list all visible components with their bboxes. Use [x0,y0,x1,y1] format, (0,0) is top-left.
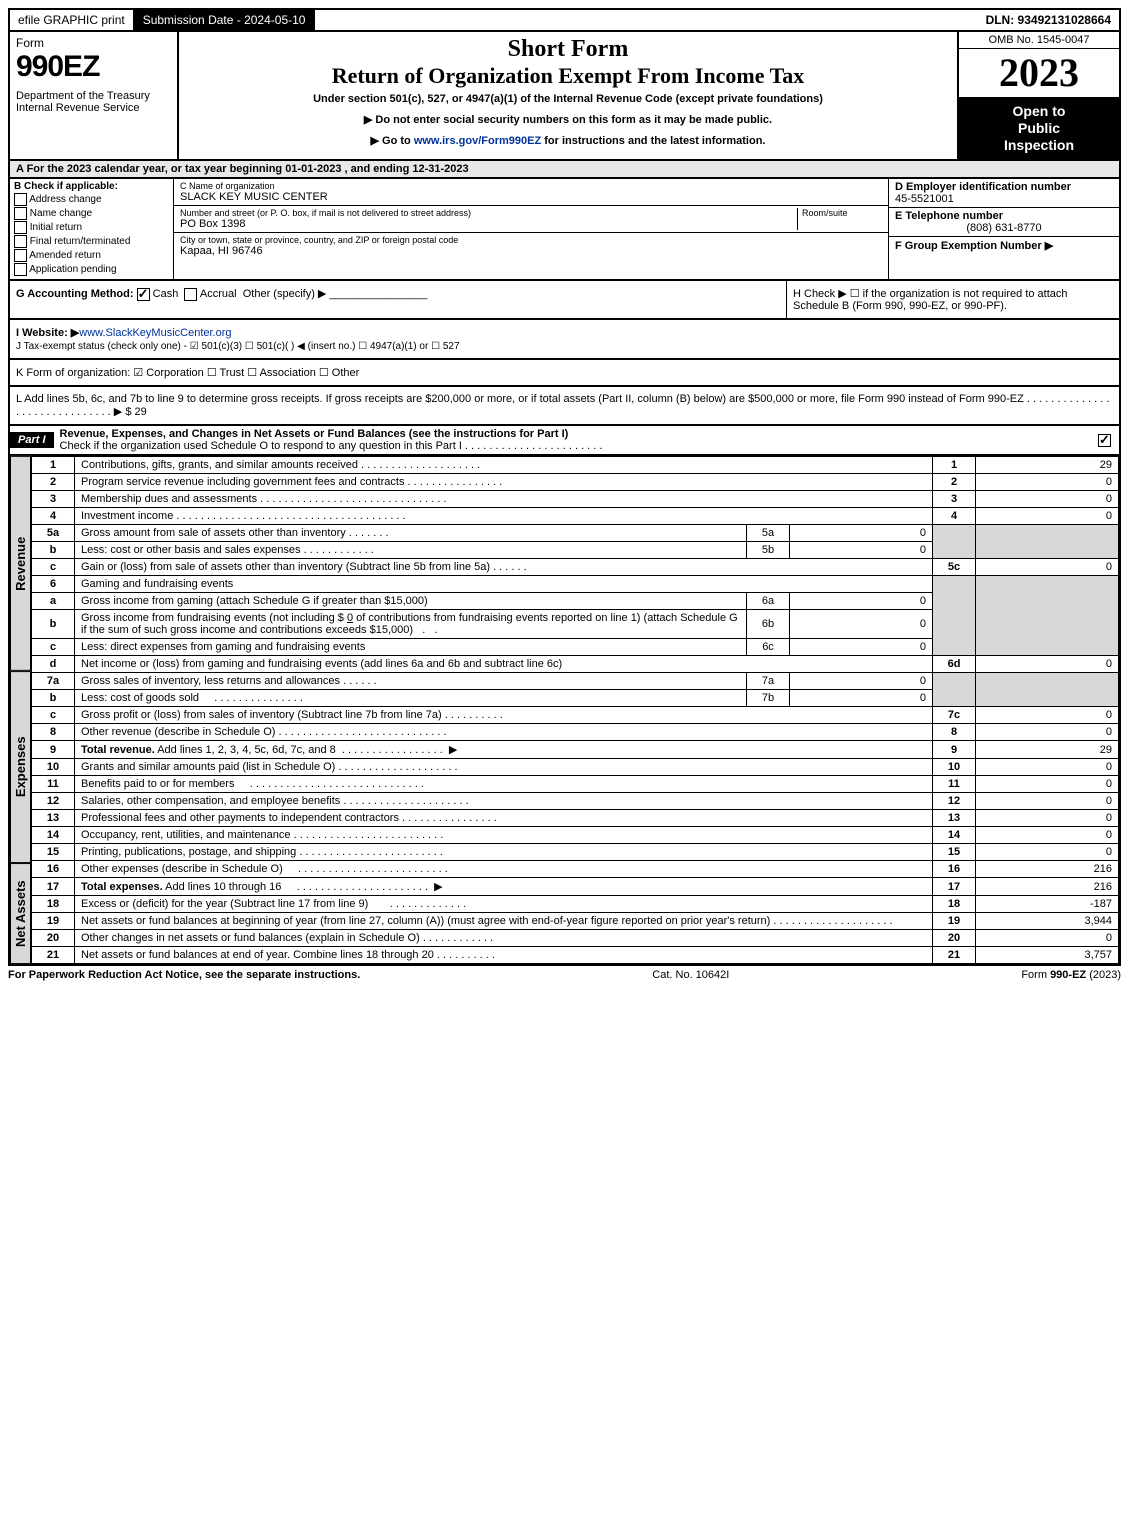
website-link[interactable]: www.SlackKeyMusicCenter.org [79,327,231,339]
title-return: Return of Organization Exempt From Incom… [183,63,953,89]
section-j: J Tax-exempt status (check only one) - ☑… [16,341,1113,352]
part-1-label: Part I [10,432,54,448]
warning-text: ▶ Do not enter social security numbers o… [183,113,953,126]
ein-label: D Employer identification number [895,181,1071,193]
city-label: City or town, state or province, country… [180,235,882,245]
section-k-row: K Form of organization: ☑ Corporation ☐ … [8,360,1121,387]
line-5a: 5aGross amount from sale of assets other… [32,525,1119,542]
line-2: 2Program service revenue including gover… [32,474,1119,491]
section-c: C Name of organization SLACK KEY MUSIC C… [174,179,889,279]
line-10: 10Grants and similar amounts paid (list … [32,759,1119,776]
dln-label: DLN: 93492131028664 [978,10,1119,30]
efile-label[interactable]: efile GRAPHIC print [10,10,135,30]
line-5c: cGain or (loss) from sale of assets othe… [32,559,1119,576]
form-number: 990EZ [16,50,171,84]
line-19: 19Net assets or fund balances at beginni… [32,913,1119,930]
part-1-schedule-o-check[interactable] [1098,434,1111,447]
check-accrual[interactable] [184,288,197,301]
room-suite-label: Room/suite [802,208,882,218]
title-short-form: Short Form [183,36,953,63]
address-value: PO Box 1398 [180,218,797,230]
section-l: L Add lines 5b, 6c, and 7b to line 9 to … [16,393,1113,418]
line-13: 13Professional fees and other payments t… [32,810,1119,827]
footer-left: For Paperwork Reduction Act Notice, see … [8,969,360,981]
check-final-return[interactable]: Final return/terminated [14,235,169,248]
expenses-label: Expenses [10,671,31,863]
line-3: 3Membership dues and assessments . . . .… [32,491,1119,508]
line-17: 17Total expenses. Add lines 10 through 1… [32,878,1119,896]
city-value: Kapaa, HI 96746 [180,245,882,257]
part-1-header-row: Part I Revenue, Expenses, and Changes in… [8,426,1121,456]
section-a-tax-year: A For the 2023 calendar year, or tax yea… [8,161,1121,179]
page-footer: For Paperwork Reduction Act Notice, see … [8,966,1121,984]
footer-right: Form 990-EZ (2023) [1021,969,1121,981]
check-address-change[interactable]: Address change [14,193,169,206]
org-name-value: SLACK KEY MUSIC CENTER [180,191,882,203]
dept-irs: Internal Revenue Service [16,102,171,114]
header-right: OMB No. 1545-0047 2023 Open to Public In… [959,32,1119,159]
line-15: 15Printing, publications, postage, and s… [32,844,1119,861]
address-label: Number and street (or P. O. box, if mail… [180,208,797,218]
revenue-label: Revenue [10,456,31,671]
omb-number: OMB No. 1545-0047 [959,32,1119,49]
line-7a: 7aGross sales of inventory, less returns… [32,673,1119,690]
form-label: Form [16,36,171,50]
inspection-badge: Open to Public Inspection [959,97,1119,159]
tax-year: 2023 [959,49,1119,97]
line-6d: dNet income or (loss) from gaming and fu… [32,656,1119,673]
line-12: 12Salaries, other compensation, and empl… [32,793,1119,810]
line-14: 14Occupancy, rent, utilities, and mainte… [32,827,1119,844]
check-cash[interactable] [137,288,150,301]
line-7c: cGross profit or (loss) from sales of in… [32,707,1119,724]
section-ijkl: I Website: ▶www.SlackKeyMusicCenter.org … [8,320,1121,360]
section-h: H Check ▶ ☐ if the organization is not r… [787,281,1119,318]
line-21: 21Net assets or fund balances at end of … [32,947,1119,964]
section-l-row: L Add lines 5b, 6c, and 7b to line 9 to … [8,387,1121,426]
line-20: 20Other changes in net assets or fund ba… [32,930,1119,947]
section-k: K Form of organization: ☑ Corporation ☐ … [16,366,1113,379]
line-8: 8Other revenue (describe in Schedule O) … [32,724,1119,741]
part-1-table: 1Contributions, gifts, grants, and simil… [31,456,1119,964]
top-bar: efile GRAPHIC print Submission Date - 20… [8,8,1121,32]
ein-value: 45-5521001 [895,193,954,205]
line-16: 16Other expenses (describe in Schedule O… [32,861,1119,878]
net-assets-label: Net Assets [10,863,31,964]
submission-date: Submission Date - 2024-05-10 [135,10,316,30]
footer-center: Cat. No. 10642I [652,969,729,981]
line-4: 4Investment income . . . . . . . . . . .… [32,508,1119,525]
dept-treasury: Department of the Treasury [16,90,171,102]
line-9: 9Total revenue. Add lines 1, 2, 3, 4, 5c… [32,741,1119,759]
group-exemption-label: F Group Exemption Number ▶ [895,240,1053,252]
section-b-label: B Check if applicable: [14,181,118,192]
header-left: Form 990EZ Department of the Treasury In… [10,32,179,159]
telephone-label: E Telephone number [895,210,1003,222]
section-def: D Employer identification number 45-5521… [889,179,1119,279]
check-application-pending[interactable]: Application pending [14,263,169,276]
header-center: Short Form Return of Organization Exempt… [179,32,959,159]
part-1-check: Check if the organization used Schedule … [60,440,462,452]
irs-link[interactable]: www.irs.gov/Form990EZ [414,135,541,147]
line-11: 11Benefits paid to or for members . . . … [32,776,1119,793]
telephone-value: (808) 631-8770 [895,222,1113,234]
part-1-title: Revenue, Expenses, and Changes in Net As… [60,428,569,440]
form-header: Form 990EZ Department of the Treasury In… [8,32,1121,161]
subtitle: Under section 501(c), 527, or 4947(a)(1)… [183,93,953,105]
line-6: 6Gaming and fundraising events [32,576,1119,593]
section-g: G Accounting Method: Cash Accrual Other … [10,281,787,318]
part-1-body: Revenue Expenses Net Assets 1Contributio… [8,456,1121,966]
line-1: 1Contributions, gifts, grants, and simil… [32,457,1119,474]
goto-link[interactable]: ▶ Go to www.irs.gov/Form990EZ for instru… [183,134,953,147]
check-initial-return[interactable]: Initial return [14,221,169,234]
section-b: B Check if applicable: Address change Na… [10,179,174,279]
section-gh: G Accounting Method: Cash Accrual Other … [8,281,1121,320]
section-bcdef: B Check if applicable: Address change Na… [8,179,1121,281]
org-name-label: C Name of organization [180,181,882,191]
section-i: I Website: ▶www.SlackKeyMusicCenter.org [16,326,1113,339]
check-amended-return[interactable]: Amended return [14,249,169,262]
check-name-change[interactable]: Name change [14,207,169,220]
line-18: 18Excess or (deficit) for the year (Subt… [32,896,1119,913]
